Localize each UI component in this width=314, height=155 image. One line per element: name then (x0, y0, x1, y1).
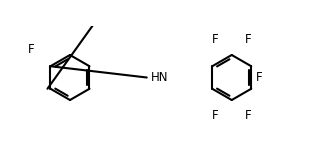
Text: F: F (245, 109, 252, 122)
Text: F: F (256, 71, 262, 84)
Text: HN: HN (151, 71, 169, 84)
Text: F: F (28, 43, 35, 56)
Text: F: F (212, 33, 218, 46)
Text: F: F (212, 109, 218, 122)
Text: F: F (245, 33, 252, 46)
